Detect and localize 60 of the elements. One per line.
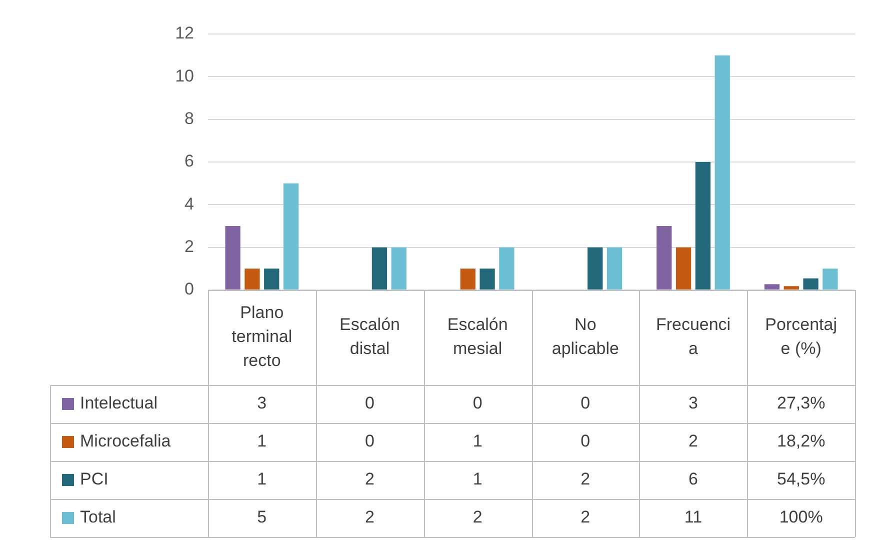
data-label: 2 — [365, 508, 374, 527]
data-label: 1 — [472, 432, 482, 451]
legend-label: Total — [80, 508, 116, 527]
x-tick-label: Frecuencia — [656, 315, 731, 358]
data-label: 0 — [472, 394, 482, 413]
bar — [480, 268, 495, 290]
x-tick-label: No aplicable — [552, 315, 619, 358]
legend-label: Intelectual — [80, 394, 158, 413]
x-tick-label: Escalón mesial — [447, 315, 508, 358]
data-label: 2 — [365, 470, 374, 489]
bar — [460, 268, 476, 290]
data-label: 3 — [688, 394, 698, 413]
y-tick-label: 0 — [184, 280, 194, 299]
data-label: 2 — [580, 508, 590, 527]
bar — [803, 278, 818, 290]
bar — [676, 247, 692, 290]
bar — [283, 183, 299, 290]
x-tick-label: Escalón distal — [340, 315, 400, 358]
data-label: 11 — [684, 508, 702, 527]
bar — [391, 247, 406, 290]
y-tick-label: 2 — [184, 237, 194, 256]
bar — [588, 247, 603, 290]
data-label: 18,2% — [776, 432, 826, 451]
bar — [225, 226, 240, 290]
data-label: 0 — [580, 432, 590, 451]
data-label: 0 — [365, 394, 374, 413]
y-tick-label: 10 — [175, 66, 194, 86]
data-label: 1 — [257, 470, 267, 489]
data-label: 54,5% — [776, 470, 826, 489]
data-label: 3 — [257, 394, 267, 413]
data-label: 1 — [257, 432, 267, 451]
bar — [264, 268, 280, 290]
bar — [764, 284, 780, 290]
legend-label: Microcefalia — [80, 432, 172, 451]
bar — [372, 247, 388, 290]
data-label: 2 — [580, 470, 590, 489]
y-tick-label: 4 — [184, 194, 194, 214]
data-label: 27,3% — [776, 394, 826, 413]
data-label: 100% — [779, 508, 823, 527]
data-label: 5 — [257, 508, 267, 527]
y-tick-label: 6 — [184, 152, 194, 171]
data-label: 6 — [688, 470, 698, 489]
data-label: 0 — [580, 394, 590, 413]
y-tick-label: 8 — [184, 109, 194, 128]
bar — [499, 247, 514, 290]
x-tick-label: Plano terminal recto — [232, 303, 292, 370]
bar — [822, 268, 838, 290]
bar — [244, 268, 260, 290]
x-tick-label: Porcentaje (%) — [765, 315, 837, 358]
bar — [656, 226, 672, 290]
data-label: 2 — [688, 432, 698, 451]
legend-label: PCI — [80, 470, 108, 489]
bar — [784, 286, 799, 290]
bar — [714, 55, 730, 290]
data-label: 2 — [472, 508, 482, 527]
data-label: 0 — [365, 432, 374, 451]
data-label: 1 — [472, 470, 482, 489]
bar — [606, 247, 622, 290]
y-tick-label: 12 — [175, 24, 194, 43]
bar — [695, 162, 711, 290]
